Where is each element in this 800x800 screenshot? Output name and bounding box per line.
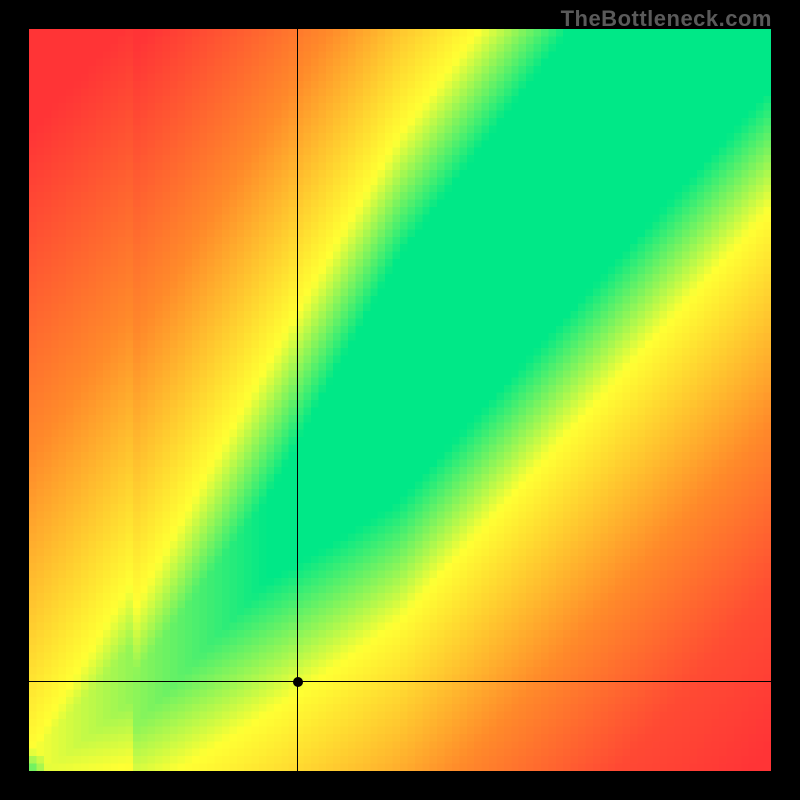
bottleneck-heatmap xyxy=(29,29,771,771)
crosshair-vertical-line xyxy=(297,29,298,771)
crosshair-horizontal-line xyxy=(29,681,771,682)
watermark-text: TheBottleneck.com xyxy=(561,6,772,32)
chart-container: TheBottleneck.com xyxy=(0,0,800,800)
crosshair-point-marker xyxy=(293,677,303,687)
